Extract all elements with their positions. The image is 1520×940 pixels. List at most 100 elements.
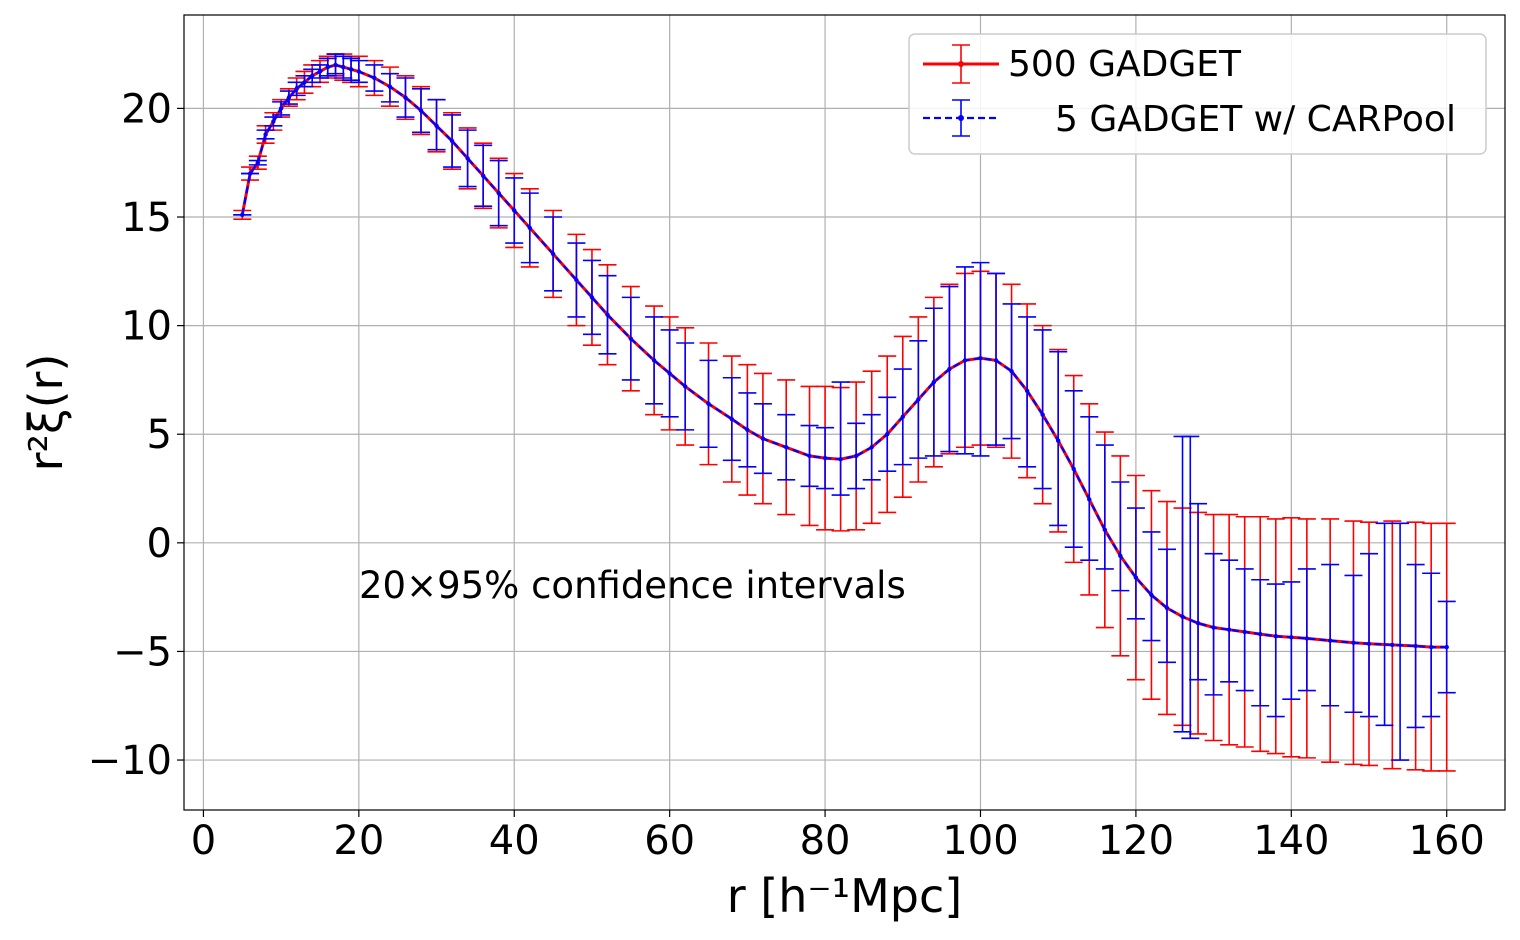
y-tick-label-4: 10	[121, 304, 172, 350]
y-axis-label: r²ξ(r)	[19, 354, 73, 472]
point-carpool-15	[356, 69, 362, 74]
point-carpool-4	[271, 119, 276, 124]
point-carpool-69	[1258, 631, 1263, 637]
point-carpool-0	[240, 212, 245, 218]
point-carpool-76	[1390, 642, 1395, 648]
point-carpool-52	[993, 358, 999, 363]
x-tick-label-7: 140	[1253, 818, 1329, 864]
point-carpool-41	[822, 455, 828, 461]
point-carpool-40	[807, 453, 812, 459]
point-carpool-13	[341, 64, 346, 70]
point-carpool-21	[449, 138, 455, 144]
point-carpool-47	[916, 397, 921, 402]
point-carpool-68	[1242, 629, 1247, 635]
point-carpool-46	[900, 414, 905, 420]
legend-marker-red	[958, 61, 964, 67]
point-carpool-61	[1133, 575, 1139, 580]
point-carpool-27	[550, 251, 556, 257]
confidence-annotation: 20×95% confidence intervals	[359, 564, 906, 607]
point-carpool-60	[1118, 553, 1123, 559]
y-tick-label-3: 5	[147, 412, 172, 458]
point-carpool-32	[651, 358, 657, 363]
point-carpool-73	[1327, 638, 1333, 643]
point-carpool-54	[1024, 388, 1030, 393]
point-carpool-56	[1055, 438, 1061, 443]
point-carpool-64	[1180, 614, 1185, 619]
point-carpool-20	[434, 123, 439, 128]
point-carpool-29	[589, 295, 595, 300]
point-carpool-62	[1149, 592, 1154, 598]
legend-label-500-gadget: 500 GADGET	[1008, 44, 1242, 85]
point-carpool-45	[885, 432, 890, 437]
point-carpool-23	[480, 173, 486, 178]
point-carpool-10	[317, 69, 323, 74]
point-carpool-39	[784, 445, 789, 450]
point-carpool-78	[1428, 644, 1434, 650]
legend-sample-500-gadget	[923, 44, 999, 84]
x-axis-label: r [h⁻¹Mpc]	[727, 869, 962, 923]
axis-ticks: 0 20 40 60 80 100 120 140 160 −10 −5 0 5 10 15 20	[88, 86, 1485, 864]
point-carpool-12	[333, 62, 338, 68]
point-carpool-30	[605, 312, 610, 317]
point-carpool-19	[418, 108, 424, 113]
point-carpool-16	[372, 75, 377, 81]
point-carpool-48	[931, 379, 937, 385]
x-tick-label-0: 0	[191, 818, 216, 864]
point-carpool-28	[574, 277, 579, 283]
point-carpool-63	[1164, 605, 1170, 611]
point-carpool-8	[302, 80, 307, 85]
x-tick-label-3: 60	[644, 818, 695, 864]
point-carpool-43	[853, 453, 859, 459]
point-carpool-67	[1226, 627, 1232, 632]
point-carpool-53	[1009, 369, 1014, 374]
line-carpool	[241, 63, 1447, 649]
x-tick-label-6: 120	[1098, 818, 1174, 864]
x-tick-label-4: 80	[800, 818, 851, 864]
point-carpool-66	[1211, 625, 1216, 630]
point-carpool-34	[683, 384, 688, 389]
legend-box	[908, 33, 1487, 155]
plot-frame	[183, 14, 1506, 811]
point-carpool-18	[403, 95, 408, 100]
point-carpool-22	[465, 156, 470, 161]
point-carpool-11	[325, 64, 330, 70]
point-carpool-75	[1366, 641, 1372, 647]
point-carpool-33	[667, 371, 672, 376]
point-carpool-42	[838, 457, 843, 462]
point-carpool-3	[263, 132, 268, 137]
y-tick-label-1: −5	[113, 629, 172, 675]
point-carpool-58	[1087, 497, 1092, 502]
x-tick-label-1: 20	[333, 818, 384, 864]
point-carpool-9	[310, 73, 315, 79]
x-tick-label-8: 160	[1409, 818, 1485, 864]
point-carpool-57	[1071, 466, 1076, 472]
series-carpool	[233, 53, 1456, 761]
point-carpool-26	[527, 225, 532, 231]
y-tick-label-0: −10	[88, 738, 172, 784]
point-carpool-36	[729, 416, 735, 422]
point-carpool-72	[1304, 636, 1310, 641]
point-carpool-55	[1040, 412, 1045, 417]
point-carpool-59	[1102, 527, 1108, 532]
point-carpool-35	[706, 401, 711, 407]
legend-marker-blue	[958, 115, 964, 121]
point-carpool-74	[1351, 640, 1356, 645]
point-carpool-14	[348, 67, 354, 72]
point-carpool-49	[947, 366, 952, 372]
point-carpool-25	[512, 208, 517, 213]
point-carpool-38	[760, 436, 766, 441]
point-carpool-79	[1444, 644, 1449, 650]
point-carpool-7	[294, 86, 299, 92]
point-carpool-6	[286, 95, 292, 100]
point-carpool-50	[962, 358, 968, 363]
series-500-gadget	[233, 53, 1456, 772]
y-tick-label-6: 20	[121, 86, 172, 132]
point-carpool-31	[628, 336, 634, 341]
point-carpool-2	[255, 160, 261, 165]
point-carpool-71	[1289, 635, 1294, 640]
x-tick-label-2: 40	[489, 818, 540, 864]
point-carpool-1	[247, 171, 253, 176]
point-carpool-17	[387, 84, 393, 89]
legend-label-carpool: 5 GADGET w/ CARPool	[1055, 99, 1456, 140]
